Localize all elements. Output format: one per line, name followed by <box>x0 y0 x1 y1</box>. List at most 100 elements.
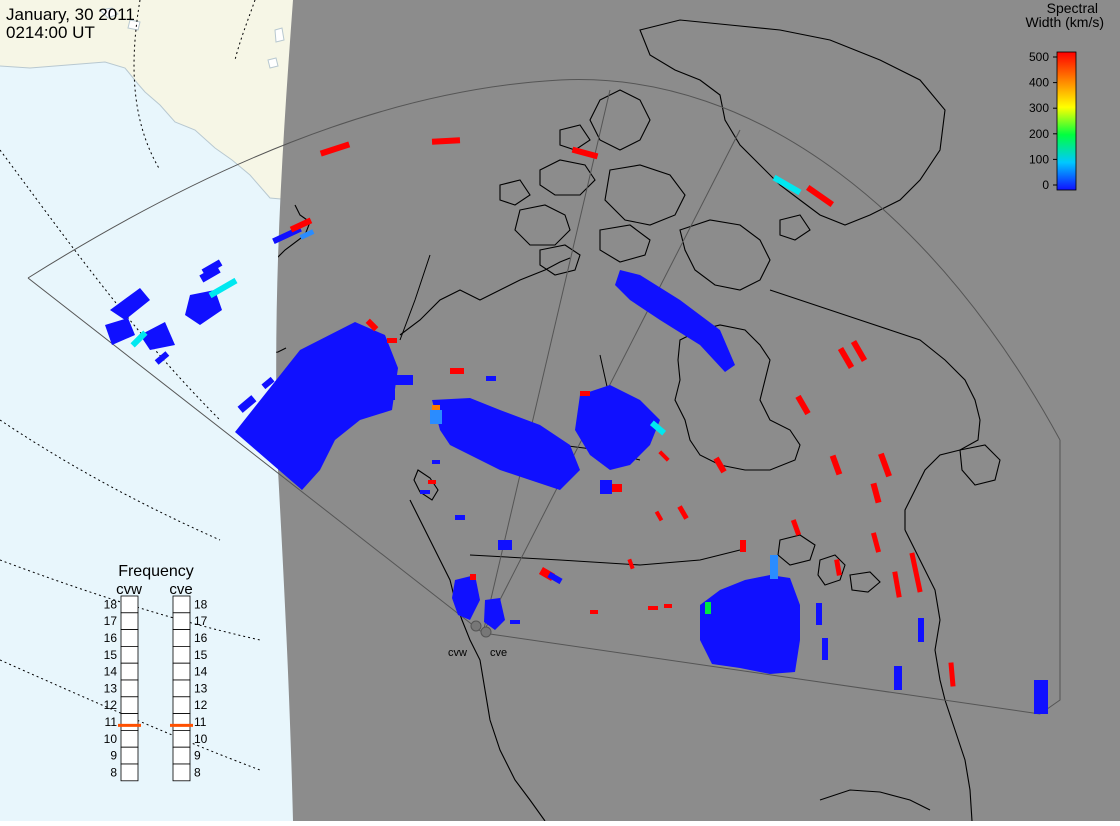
echo-region <box>185 290 222 325</box>
frequency-cell <box>120 662 139 681</box>
echo-cell <box>795 394 811 416</box>
colorbar-tick-label: 200 <box>1029 127 1049 141</box>
frequency-cell <box>120 696 139 714</box>
echo-cell <box>261 376 275 390</box>
echo-cell <box>590 610 598 614</box>
echo-cell <box>816 603 822 625</box>
colorbar-tick-label: 0 <box>1042 178 1049 192</box>
echo-cell <box>432 460 440 464</box>
echo-cell <box>705 602 711 614</box>
frequency-tick-label: 9 <box>194 749 201 763</box>
echo-cell <box>498 540 512 550</box>
radar-sites: cvw cve <box>448 620 507 659</box>
echo-region <box>700 575 800 674</box>
frequency-tick-label: 8 <box>110 765 117 779</box>
echo-cell <box>387 338 397 343</box>
echo-cell <box>289 217 313 233</box>
frequency-tick-label: 8 <box>194 765 201 779</box>
colorbar-tick-label: 300 <box>1029 101 1049 115</box>
frequency-tick-label: 17 <box>104 614 118 628</box>
frequency-cell <box>172 646 191 664</box>
echo-cell <box>208 277 238 299</box>
frequency-tick-label: 12 <box>104 698 118 712</box>
echo-cell <box>878 452 892 478</box>
dayside-islands <box>98 7 285 69</box>
frequency-cell <box>120 763 139 782</box>
radar-site-marker <box>480 626 492 638</box>
echo-cell <box>395 375 413 385</box>
echo-cell <box>510 620 520 624</box>
map-time: 0214:00 UT <box>6 23 95 42</box>
echo-cell <box>201 259 223 276</box>
echo-region <box>140 322 175 350</box>
echo-cell <box>237 395 257 413</box>
echo-cell <box>834 559 842 576</box>
frequency-panel: Frequency cvw cve 18 17 16 15 14 13 12 11 10 9 8 18… <box>104 563 208 782</box>
radar-label-cve: cve <box>490 647 507 659</box>
colorbar-tick-label: 500 <box>1029 50 1049 64</box>
frequency-tick-label: 17 <box>194 614 208 628</box>
frequency-cell <box>120 595 139 614</box>
colorbar-ticks: 500 400 300 200 100 0 <box>1029 50 1057 192</box>
frequency-tick-label: 13 <box>194 681 208 695</box>
echo-cell <box>470 574 476 580</box>
frequency-cell <box>172 713 191 731</box>
echo-cell <box>648 606 658 610</box>
frequency-cell <box>120 629 139 647</box>
echo-cell <box>627 558 635 570</box>
echo-cell <box>770 555 778 579</box>
echo-cell <box>948 662 956 687</box>
echo-cell <box>450 368 464 374</box>
echo-region <box>235 322 398 490</box>
echo-cell <box>677 505 689 520</box>
echo-cell <box>571 146 599 160</box>
echo-cell <box>654 510 664 522</box>
echo-region <box>484 598 505 630</box>
echo-cell <box>713 456 727 474</box>
echo-cell <box>431 137 461 145</box>
colorbar-tick-label: 400 <box>1029 76 1049 90</box>
frequency-cell <box>120 730 139 748</box>
frequency-title: Frequency <box>118 563 194 580</box>
echo-cell <box>612 484 622 492</box>
echo-cell <box>580 391 590 396</box>
frequency-cell <box>120 679 139 698</box>
echo-cell <box>870 532 882 553</box>
echo-cell <box>909 552 923 593</box>
echo-cell <box>547 571 563 585</box>
frequency-cell <box>172 679 191 698</box>
echo-region <box>615 270 735 372</box>
colorbar-title: Spectral <box>1047 0 1098 16</box>
frequency-cell <box>172 629 191 647</box>
frequency-cell <box>120 646 139 664</box>
echo-cell <box>600 480 612 494</box>
colorbar: Spectral Width (km/s) 500 400 300 200 100 0 <box>1025 0 1104 192</box>
frequency-cell <box>172 662 191 681</box>
colorbar-title-units: Width (km/s) <box>1025 14 1104 30</box>
echo-cell <box>1034 680 1048 714</box>
echo-cell <box>918 618 924 642</box>
frequency-cell <box>172 746 191 765</box>
echo-cell <box>430 410 442 424</box>
frequency-radar-cvw: cvw <box>116 581 142 598</box>
frequency-indicator <box>170 723 193 727</box>
echo-cell <box>130 330 148 348</box>
echo-cell <box>829 454 843 476</box>
echo-cell <box>420 490 430 494</box>
echo-cell <box>199 265 221 283</box>
frequency-tick-label: 15 <box>194 648 208 662</box>
frequency-tick-label: 18 <box>194 597 208 611</box>
dayside-land <box>0 0 295 200</box>
frequency-indicator <box>118 723 141 727</box>
echo-region <box>105 318 135 345</box>
echo-cell <box>649 420 667 436</box>
echo-cell <box>432 405 440 410</box>
map-date: January, 30 2011 <box>6 5 135 24</box>
frequency-tick-label: 10 <box>194 732 208 746</box>
echo-cell <box>772 174 802 196</box>
echo-cell <box>894 666 902 690</box>
colorbar-tick-label: 100 <box>1029 152 1049 166</box>
echo-cell <box>805 184 835 208</box>
